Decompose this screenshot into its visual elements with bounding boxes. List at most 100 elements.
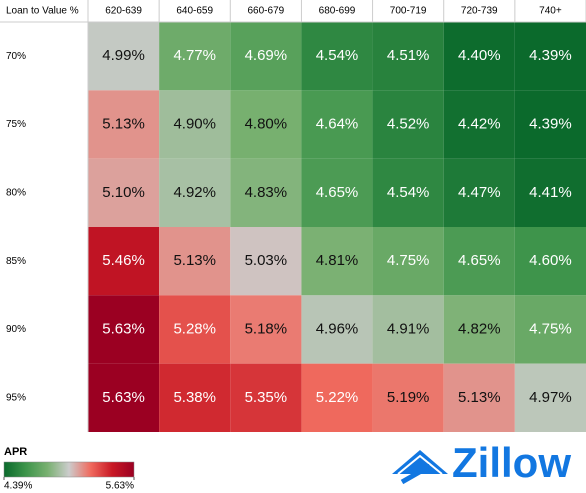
cell-label: 4.60% — [529, 252, 572, 269]
colorbar-title: APR — [4, 446, 27, 458]
cell — [230, 22, 302, 91]
logo-icon — [392, 450, 448, 485]
cell-label: 4.51% — [387, 47, 430, 64]
cell-label: 4.97% — [529, 389, 572, 406]
cell-label: 5.03% — [245, 252, 288, 269]
cell — [443, 90, 515, 159]
cell — [88, 90, 160, 159]
cell-label: 4.47% — [458, 184, 501, 201]
cell — [514, 158, 586, 227]
cell — [88, 295, 160, 364]
cell — [159, 295, 231, 364]
cell — [88, 227, 160, 296]
cell — [514, 22, 586, 91]
cell-label: 5.46% — [102, 252, 145, 269]
cell-label: 4.39% — [529, 115, 572, 132]
cell — [159, 363, 231, 432]
cell — [372, 90, 444, 159]
cell-label: 4.91% — [387, 320, 430, 337]
cell — [230, 295, 302, 364]
cell-label: 5.10% — [102, 184, 145, 201]
cell-label: 5.13% — [458, 389, 501, 406]
cell — [443, 158, 515, 227]
logo: Zillow — [452, 439, 571, 486]
cell-label: 4.92% — [173, 184, 216, 201]
row-label: 95% — [6, 392, 26, 403]
cell — [443, 22, 515, 91]
colorbar-tick-label: 5.63% — [106, 481, 134, 492]
cell — [301, 295, 373, 364]
cell-label: 4.41% — [529, 184, 572, 201]
cell-label: 4.83% — [245, 184, 288, 201]
colorbar-tick-label: 4.39% — [4, 481, 32, 492]
cell-label: 5.38% — [173, 389, 216, 406]
cell — [301, 227, 373, 296]
cell — [88, 158, 160, 227]
cell-label: 5.22% — [316, 389, 359, 406]
cell — [301, 90, 373, 159]
cell — [443, 295, 515, 364]
cell-label: 4.75% — [529, 320, 572, 337]
cell — [159, 90, 231, 159]
cell-label: 4.54% — [387, 184, 430, 201]
cell-label: 4.69% — [245, 47, 288, 64]
row-label: 70% — [6, 51, 26, 62]
row-label: 90% — [6, 324, 26, 335]
cell-label: 4.96% — [316, 320, 359, 337]
y-axis-label: Loan to Value % — [6, 6, 79, 17]
cell-label: 4.77% — [173, 47, 216, 64]
cell — [301, 158, 373, 227]
cell — [159, 22, 231, 91]
cell-label: 4.80% — [245, 115, 288, 132]
cell-label: 4.64% — [316, 115, 359, 132]
cell — [372, 158, 444, 227]
cell — [230, 158, 302, 227]
cell — [230, 90, 302, 159]
cell — [301, 22, 373, 91]
cell-label: 4.40% — [458, 47, 501, 64]
cell-label: 4.65% — [458, 252, 501, 269]
cell — [514, 227, 586, 296]
cell — [372, 295, 444, 364]
cell — [372, 227, 444, 296]
colorbar — [3, 461, 135, 478]
cell — [372, 363, 444, 432]
cell — [372, 22, 444, 91]
cell-label: 4.99% — [102, 47, 145, 64]
cell — [443, 363, 515, 432]
cell — [88, 363, 160, 432]
column-label: 640-659 — [176, 6, 213, 17]
cell-label: 5.13% — [173, 252, 216, 269]
cell-label: 4.42% — [458, 115, 501, 132]
column-label: 740+ — [539, 6, 562, 17]
cell — [159, 158, 231, 227]
cell-label: 5.18% — [245, 320, 288, 337]
cell — [88, 22, 160, 91]
cell-label: 4.75% — [387, 252, 430, 269]
column-label: 680-699 — [319, 6, 356, 17]
cell-label: 4.39% — [529, 47, 572, 64]
cell — [443, 227, 515, 296]
cell-label: 5.28% — [173, 320, 216, 337]
cell-label: 5.63% — [102, 389, 145, 406]
cell — [514, 90, 586, 159]
cell — [230, 363, 302, 432]
cell — [514, 295, 586, 364]
cell-label: 5.19% — [387, 389, 430, 406]
row-label: 85% — [6, 256, 26, 267]
cell-label: 4.81% — [316, 252, 359, 269]
cell — [301, 363, 373, 432]
row-label: 75% — [6, 119, 26, 130]
column-label: 720-739 — [461, 6, 498, 17]
column-label: 660-679 — [248, 6, 285, 17]
cell-label: 5.13% — [102, 115, 145, 132]
column-label: 620-639 — [105, 6, 142, 17]
cell — [514, 363, 586, 432]
cell-label: 5.63% — [102, 320, 145, 337]
cell — [159, 227, 231, 296]
cell-label: 4.52% — [387, 115, 430, 132]
row-label: 80% — [6, 187, 26, 198]
column-label: 700-719 — [390, 6, 427, 17]
